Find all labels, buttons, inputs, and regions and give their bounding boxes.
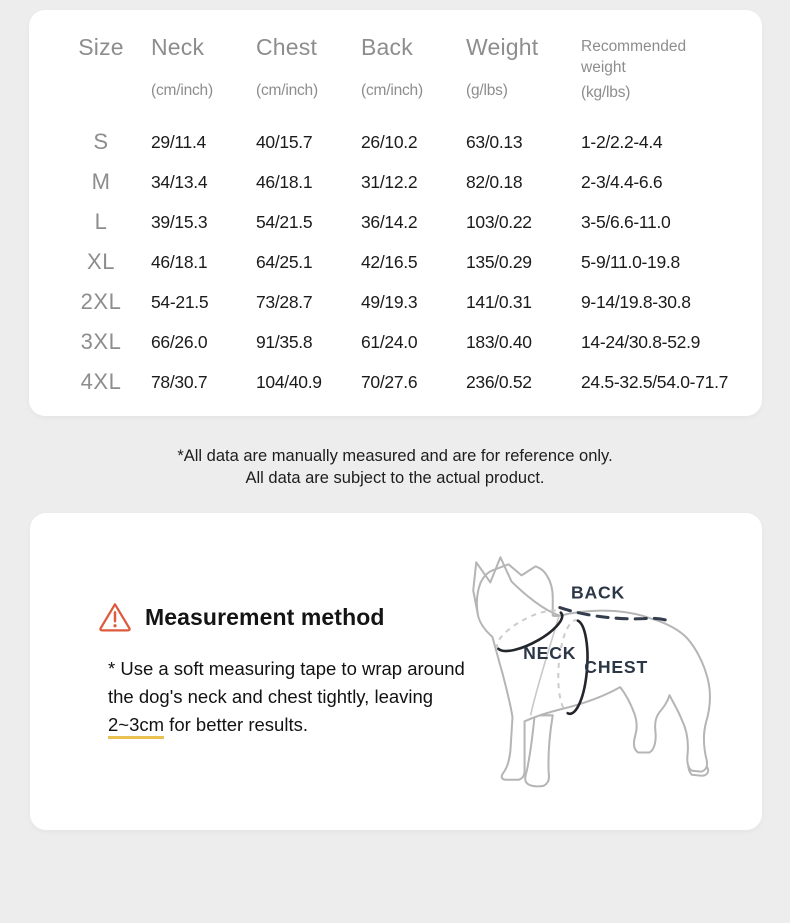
- column-label: Size: [78, 34, 124, 60]
- dog-head-top: [494, 563, 561, 618]
- size-cell: 3XL: [80, 329, 122, 354]
- measurement-title: Measurement method: [145, 603, 385, 630]
- weight-cell: 183/0.40: [466, 331, 532, 352]
- size-cell: M: [91, 169, 111, 194]
- column-header-weight: Weight (g/lbs): [448, 32, 563, 102]
- recommended-weight-cell: 1-2/2.2-4.4: [581, 131, 663, 152]
- chest-girth-hidden-line: [557, 619, 579, 715]
- table-row: 4XL 78/30.7 104/40.9 70/27.6 236/0.52 24…: [29, 362, 762, 402]
- weight-cell: 141/0.31: [466, 291, 532, 312]
- weight-cell: 63/0.13: [466, 131, 523, 152]
- neck-cell: 66/26.0: [151, 331, 208, 352]
- recommended-weight-cell: 24.5-32.5/54.0-71.7: [581, 371, 729, 392]
- chest-cell: 46/18.1: [256, 171, 313, 192]
- back-cell: 31/12.2: [361, 171, 418, 192]
- neck-cell: 78/30.7: [151, 371, 208, 392]
- column-header-chest: Chest (cm/inch): [238, 32, 343, 102]
- recommended-weight-cell: 2-3/4.4-6.6: [581, 171, 663, 192]
- dog-diagram-svg: BACK NECK CHEST: [472, 556, 711, 788]
- table-row: L 39/15.3 54/21.5 36/14.2 103/0.22 3-5/6…: [29, 202, 762, 242]
- recommended-weight-cell: 14-24/30.8-52.9: [581, 331, 701, 352]
- dog-far-front-leg: [524, 714, 554, 788]
- measurement-title-row: Measurement method: [98, 601, 385, 633]
- chest-girth-line: [566, 619, 589, 716]
- size-chart-body: S 29/11.4 40/15.7 26/10.2 63/0.13 1-2/2.…: [29, 122, 762, 402]
- weight-cell: 103/0.22: [466, 211, 532, 232]
- table-row: M 34/13.4 46/18.1 31/12.2 82/0.18 2-3/4.…: [29, 162, 762, 202]
- weight-cell: 82/0.18: [466, 171, 523, 192]
- column-unit: (cm/inch): [256, 82, 318, 99]
- measurement-note: * Use a soft measuring tape to wrap arou…: [108, 655, 482, 739]
- size-cell: S: [93, 129, 109, 154]
- column-header-neck: Neck (cm/inch): [133, 32, 238, 102]
- note-text-pre: * Use a soft measuring tape to wrap arou…: [108, 658, 465, 707]
- back-cell: 26/10.2: [361, 131, 418, 152]
- note-highlighted-value: 2~3cm: [108, 714, 165, 739]
- column-label: Recommended weight: [581, 38, 687, 77]
- table-row: XL 46/18.1 64/25.1 42/16.5 135/0.29 5-9/…: [29, 242, 762, 282]
- column-unit: (cm/inch): [361, 82, 423, 99]
- back-length-line: [558, 606, 673, 624]
- neck-girth-hidden-line: [496, 609, 562, 650]
- column-label: Chest: [256, 34, 318, 60]
- column-header-size: Size: [69, 32, 133, 102]
- column-unit: (g/lbs): [466, 82, 508, 99]
- chest-label: CHEST: [584, 657, 648, 677]
- neck-cell: 29/11.4: [151, 131, 206, 152]
- back-cell: 70/27.6: [361, 371, 418, 392]
- disclaimer-text: *All data are manually measured and are …: [0, 446, 790, 489]
- recommended-weight-cell: 5-9/11.0-19.8: [581, 251, 680, 272]
- chest-cell: 91/35.8: [256, 331, 313, 352]
- back-cell: 49/19.3: [361, 291, 418, 312]
- recommended-weight-cell: 3-5/6.6-11.0: [581, 211, 671, 232]
- disclaimer-line-2: All data are subject to the actual produ…: [245, 468, 545, 487]
- chest-cell: 73/28.7: [256, 291, 313, 312]
- column-header-recommended-weight: Recommended weight (kg/lbs): [563, 32, 748, 102]
- back-cell: 61/24.0: [361, 331, 418, 352]
- weight-cell: 236/0.52: [466, 371, 532, 392]
- table-row: 3XL 66/26.0 91/35.8 61/24.0 183/0.40 14-…: [29, 322, 762, 362]
- back-cell: 42/16.5: [361, 251, 418, 272]
- size-chart-card: Size Neck (cm/inch) Chest (cm/inch) Back…: [29, 10, 762, 416]
- chest-cell: 40/15.7: [256, 131, 313, 152]
- table-row: 2XL 54-21.5 73/28.7 49/19.3 141/0.31 9-1…: [29, 282, 762, 322]
- weight-cell: 135/0.29: [466, 251, 532, 272]
- neck-cell: 34/13.4: [151, 171, 208, 192]
- neck-label: NECK: [523, 643, 576, 663]
- column-label: Weight: [466, 34, 539, 60]
- column-label: Neck: [151, 34, 205, 60]
- column-unit: (cm/inch): [151, 82, 213, 99]
- neck-cell: 39/15.3: [151, 211, 208, 232]
- size-cell: XL: [87, 249, 115, 274]
- neck-cell: 54-21.5: [151, 291, 209, 312]
- size-chart-header: Size Neck (cm/inch) Chest (cm/inch) Back…: [29, 10, 762, 102]
- neck-girth-line: [497, 611, 564, 653]
- table-row: S 29/11.4 40/15.7 26/10.2 63/0.13 1-2/2.…: [29, 122, 762, 162]
- column-unit: (kg/lbs): [581, 84, 631, 101]
- chest-cell: 104/40.9: [256, 371, 322, 392]
- disclaimer-line-1: *All data are manually measured and are …: [177, 447, 613, 465]
- column-header-back: Back (cm/inch): [343, 32, 448, 102]
- back-label: BACK: [571, 583, 625, 603]
- dog-measurement-diagram: BACK NECK CHEST: [440, 538, 742, 800]
- back-cell: 36/14.2: [361, 211, 418, 232]
- warning-triangle-icon: [99, 603, 131, 632]
- column-label: Back: [361, 34, 413, 60]
- recommended-weight-cell: 9-14/19.8-30.8: [581, 291, 691, 312]
- size-cell: 4XL: [80, 369, 122, 394]
- size-cell: L: [94, 209, 108, 234]
- size-cell: 2XL: [80, 289, 122, 314]
- note-text-post: for better results.: [164, 714, 308, 735]
- chest-cell: 64/25.1: [256, 251, 313, 272]
- measurement-method-card: Measurement method * Use a soft measurin…: [30, 513, 762, 830]
- neck-cell: 46/18.1: [151, 251, 208, 272]
- chest-cell: 54/21.5: [256, 211, 313, 232]
